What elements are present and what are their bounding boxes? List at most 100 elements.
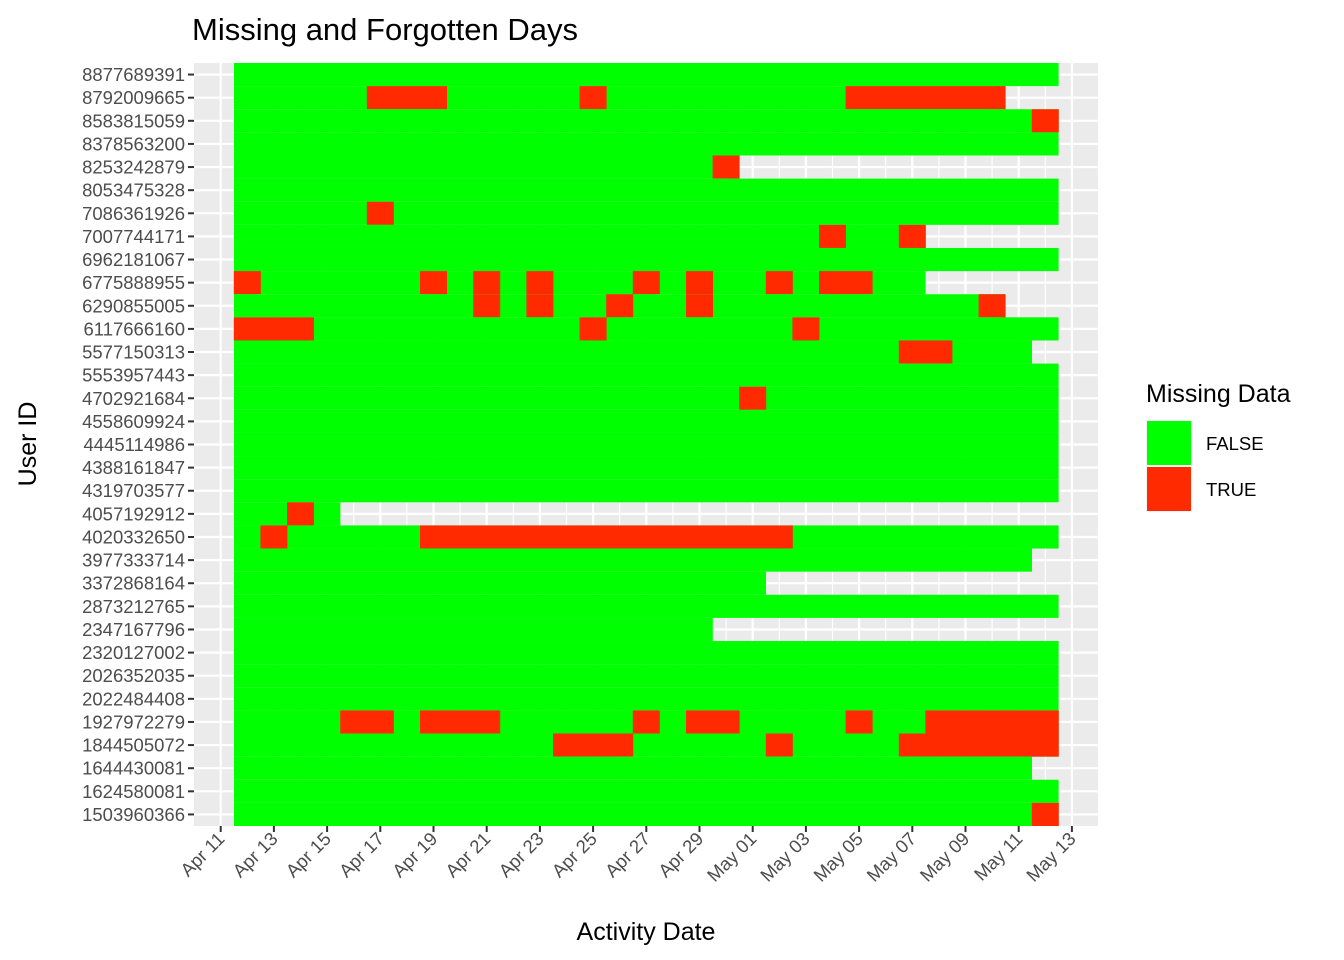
tile-row-present bbox=[234, 386, 1059, 410]
tile-row-present bbox=[234, 779, 1059, 803]
x-tick-label: Apr 25 bbox=[548, 828, 601, 881]
tile-row-present bbox=[234, 155, 740, 179]
tile-missing bbox=[553, 733, 580, 757]
tile-missing bbox=[686, 271, 713, 295]
tile-row-present bbox=[234, 409, 1059, 433]
tile-missing bbox=[579, 525, 607, 549]
x-axis: Apr 11 Apr 13 Apr 15 Apr 17 Apr 19 Apr 21 Apr … bbox=[176, 826, 1080, 886]
x-tick-label: Apr 15 bbox=[282, 828, 335, 881]
tile-missing bbox=[659, 525, 687, 549]
tile-missing bbox=[526, 294, 554, 318]
x-tick-label: Apr 29 bbox=[654, 828, 707, 881]
y-tick-label: 4558609924 bbox=[82, 411, 185, 432]
tile-row-present bbox=[234, 224, 926, 248]
tile-missing bbox=[898, 86, 926, 110]
tile-missing bbox=[712, 155, 740, 179]
y-tick-label: 2347167796 bbox=[82, 619, 185, 640]
tile-missing bbox=[473, 710, 501, 734]
tile-missing bbox=[526, 271, 554, 295]
x-tick-label: Apr 17 bbox=[335, 828, 388, 881]
tile-row-present bbox=[234, 664, 1059, 688]
y-tick-label: 5577150313 bbox=[82, 342, 185, 363]
x-tick-label: Apr 13 bbox=[228, 828, 281, 881]
tile-missing bbox=[1031, 109, 1059, 133]
tile-missing bbox=[845, 710, 873, 734]
tile-row-present bbox=[234, 340, 1032, 364]
y-tick-label: 1844505072 bbox=[82, 735, 185, 756]
y-tick-label: 8877689391 bbox=[82, 64, 185, 85]
y-tick-label: 8053475328 bbox=[82, 180, 185, 201]
x-tick-label: May 09 bbox=[916, 828, 974, 886]
tile-missing bbox=[686, 710, 713, 734]
tile-missing bbox=[872, 86, 900, 110]
x-tick-label: Apr 19 bbox=[388, 828, 441, 881]
y-tick-label: 1624580081 bbox=[82, 781, 185, 802]
tile-missing bbox=[1031, 710, 1059, 734]
y-axis-title: User ID bbox=[14, 402, 42, 487]
x-tick-label: May 11 bbox=[970, 828, 1027, 885]
tile-missing bbox=[579, 733, 607, 757]
y-tick-label: 4445114986 bbox=[83, 434, 185, 455]
tile-missing bbox=[765, 271, 793, 295]
tile-row-present bbox=[234, 247, 1059, 272]
tile-row-present bbox=[234, 617, 713, 642]
x-tick-label: May 05 bbox=[809, 828, 867, 886]
tile-row-present bbox=[234, 432, 1059, 457]
y-tick-label: 6775888955 bbox=[82, 272, 185, 293]
tile-missing bbox=[473, 294, 501, 318]
tile-missing bbox=[606, 733, 634, 757]
y-tick-label: 4020332650 bbox=[82, 526, 185, 547]
tile-missing bbox=[1005, 733, 1033, 757]
y-axis: 1503960366162458008116444300811844505072… bbox=[82, 64, 194, 825]
tile-row-present bbox=[234, 548, 1032, 572]
tile-row-present bbox=[234, 109, 1059, 133]
y-tick-label: 6290855005 bbox=[82, 295, 185, 316]
tile-missing bbox=[1031, 802, 1059, 826]
tile-missing bbox=[366, 201, 394, 225]
tile-row-present bbox=[234, 178, 1059, 202]
heatmap-tiles bbox=[233, 63, 1059, 826]
y-tick-label: 7007744171 bbox=[82, 226, 185, 247]
y-tick-label: 2026352035 bbox=[82, 665, 185, 686]
y-tick-label: 3372868164 bbox=[82, 573, 185, 594]
y-tick-label: 2873212765 bbox=[82, 596, 185, 617]
tile-missing bbox=[420, 525, 447, 549]
tile-missing bbox=[499, 525, 527, 549]
tile-missing bbox=[553, 525, 580, 549]
tile-missing bbox=[420, 710, 447, 734]
tile-missing bbox=[819, 271, 846, 295]
y-tick-label: 6962181067 bbox=[82, 249, 185, 270]
tile-missing bbox=[473, 525, 501, 549]
tile-row-present bbox=[234, 317, 1059, 341]
tile-missing bbox=[1031, 733, 1059, 757]
x-axis-title: Activity Date bbox=[577, 918, 716, 946]
tile-missing bbox=[526, 525, 554, 549]
tile-missing bbox=[260, 525, 288, 549]
tile-row-present bbox=[234, 641, 1059, 665]
x-tick-label: Apr 27 bbox=[601, 828, 654, 881]
y-tick-label: 1927972279 bbox=[82, 711, 185, 732]
x-tick-label: May 03 bbox=[756, 828, 814, 886]
x-tick-label: Apr 21 bbox=[441, 828, 494, 881]
tile-missing bbox=[739, 386, 767, 410]
x-tick-label: May 01 bbox=[703, 828, 761, 886]
legend-swatch bbox=[1147, 467, 1191, 511]
tile-row-present bbox=[234, 456, 1059, 480]
y-tick-label: 8792009665 bbox=[82, 87, 185, 108]
tile-row-present bbox=[234, 479, 1059, 503]
tile-missing bbox=[606, 294, 634, 318]
legend: Missing Data FALSE TRUE bbox=[1146, 380, 1291, 512]
tile-missing bbox=[952, 733, 979, 757]
tile-missing bbox=[952, 86, 979, 110]
tile-missing bbox=[898, 224, 926, 248]
chart-title: Missing and Forgotten Days bbox=[192, 12, 578, 47]
tile-missing bbox=[978, 86, 1006, 110]
tile-missing bbox=[366, 86, 394, 110]
tile-row-present bbox=[234, 687, 1059, 711]
tile-missing bbox=[686, 294, 713, 318]
y-tick-label: 5553957443 bbox=[82, 365, 185, 386]
tile-row-present bbox=[234, 756, 1032, 780]
tile-missing bbox=[978, 733, 1006, 757]
tile-missing bbox=[420, 271, 447, 295]
tile-missing bbox=[898, 733, 926, 757]
